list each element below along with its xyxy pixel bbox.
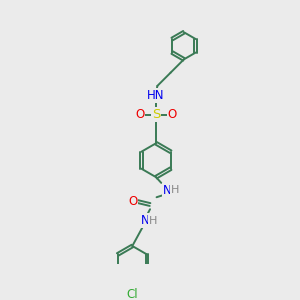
Text: O: O: [135, 108, 145, 121]
Text: H: H: [171, 185, 179, 195]
Text: N: N: [163, 184, 171, 197]
Text: O: O: [128, 195, 137, 208]
Text: Cl: Cl: [127, 288, 138, 300]
Text: HN: HN: [147, 89, 165, 102]
Text: S: S: [152, 108, 160, 121]
Text: N: N: [141, 214, 150, 227]
Text: H: H: [149, 216, 158, 226]
Text: O: O: [168, 108, 177, 121]
